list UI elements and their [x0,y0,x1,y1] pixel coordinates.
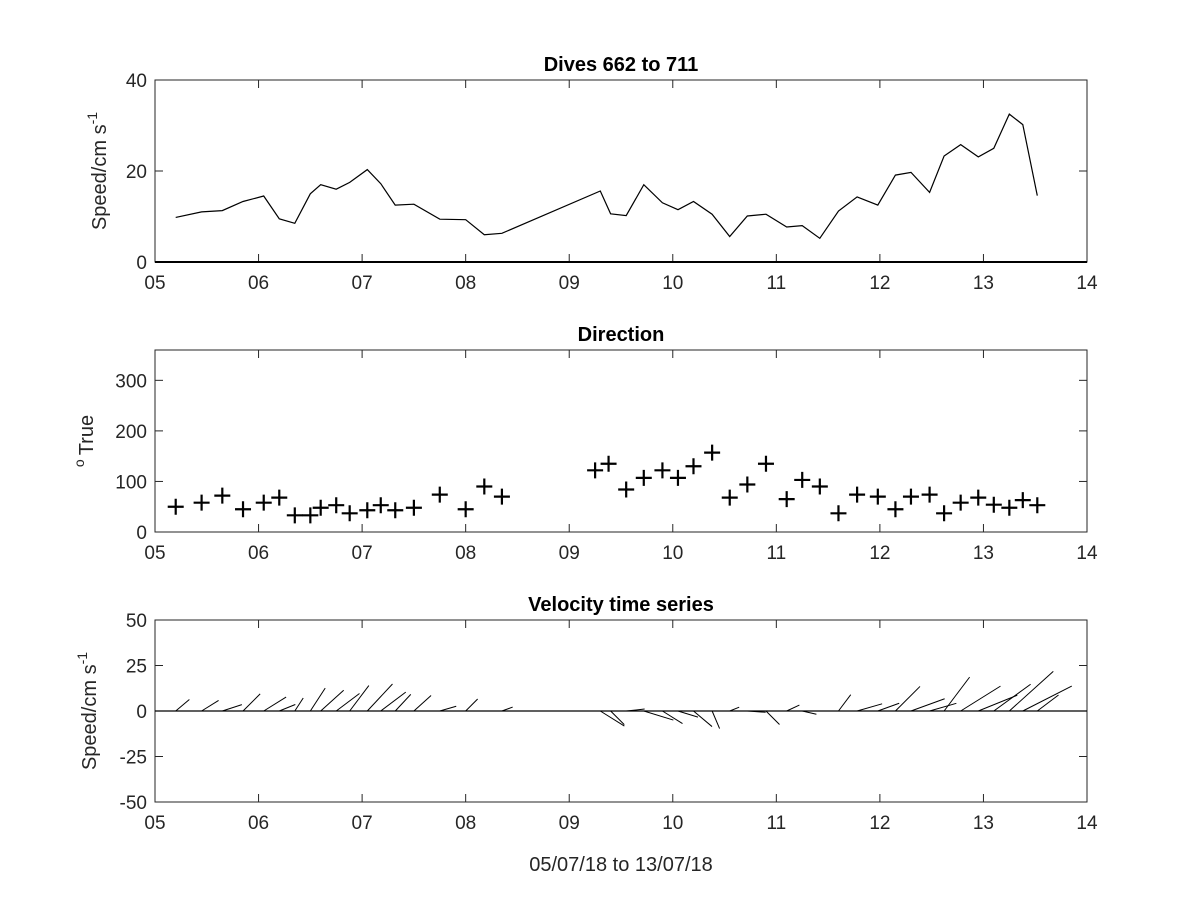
x-tick-label: 14 [1076,813,1098,834]
x-tick-label: 07 [352,543,373,564]
x-tick-label: 07 [352,273,373,294]
velocity-x-axis-label: 05/07/18 to 13/07/18 [529,854,713,876]
x-tick-label: 07 [352,813,373,834]
x-tick-label: 05 [144,543,165,564]
velocity-panel: Velocity time series Speed/cm s-1 05/07/… [74,594,1098,876]
direction-panel: Direction oTrue 05 06 07 08 09 10 11 12 13 14 0 10… [71,324,1098,564]
y-tick-label: -25 [120,748,147,769]
x-tick-label: 09 [559,273,580,294]
x-tick-label: 10 [662,543,683,564]
x-tick-label: 11 [766,543,786,564]
y-tick-label: 0 [136,523,147,544]
y-tick-label: 25 [126,657,147,678]
x-tick-label: 11 [766,273,786,294]
x-tick-label: 12 [869,543,890,564]
speed-y-axis-label: Speed/cm s-1 [84,112,111,230]
x-tick-label: 06 [248,543,269,564]
x-tick-label: 12 [869,813,890,834]
x-tick-label: 05 [144,273,165,294]
x-tick-label: 13 [973,273,994,294]
y-tick-label: 0 [136,702,147,723]
speed-panel: Dives 662 to 711 Speed/cm s-1 05 06 07 08 09… [84,54,1098,294]
y-tick-label: 50 [126,611,147,632]
direction-chart-title: Direction [578,324,665,346]
x-tick-label: 12 [869,273,890,294]
y-tick-label: 100 [115,472,147,493]
x-tick-label: 08 [455,813,476,834]
x-tick-label: 08 [455,543,476,564]
x-tick-label: 11 [766,813,786,834]
y-tick-label: 0 [136,253,147,274]
x-tick-label: 10 [662,813,683,834]
x-tick-label: 10 [662,273,683,294]
x-tick-label: 14 [1076,273,1098,294]
x-tick-label: 13 [973,543,994,564]
speed-chart-title: Dives 662 to 711 [544,54,699,76]
velocity-y-axis-label: Speed/cm s-1 [74,652,101,770]
x-tick-label: 08 [455,273,476,294]
x-tick-label: 13 [973,813,994,834]
y-tick-label: 300 [115,371,147,392]
velocity-chart-title: Velocity time series [528,594,714,616]
direction-plot-frame [155,350,1087,532]
speed-plot-frame [155,80,1087,262]
x-tick-label: 05 [144,813,165,834]
x-tick-label: 06 [248,273,269,294]
x-tick-label: 14 [1076,543,1098,564]
y-tick-label: 20 [126,162,147,183]
x-tick-label: 09 [559,813,580,834]
y-tick-label: -50 [120,793,147,814]
y-tick-label: 40 [126,71,147,92]
x-tick-label: 09 [559,543,580,564]
y-tick-label: 200 [115,422,147,443]
direction-y-axis-label: oTrue [71,415,98,467]
x-tick-label: 06 [248,813,269,834]
